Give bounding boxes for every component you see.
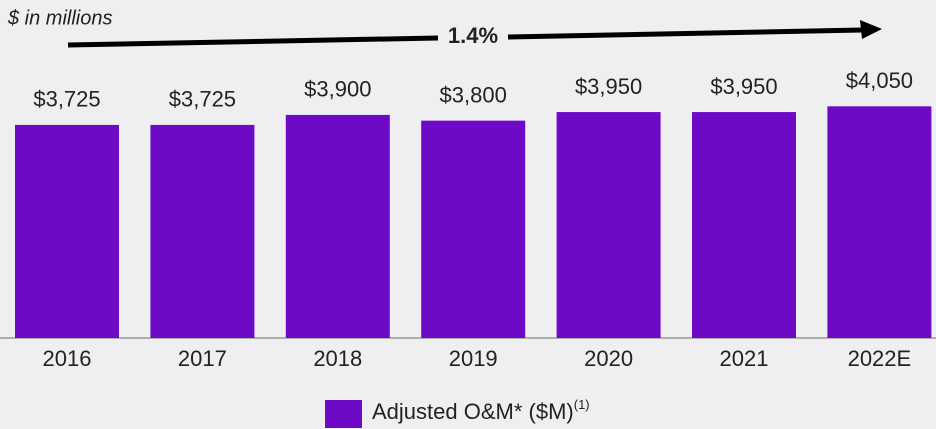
legend-text: Adjusted O&M* ($M): [372, 399, 574, 424]
x-tick-label: 2017: [178, 346, 227, 371]
value-label: $3,950: [710, 74, 777, 99]
value-label: $3,725: [169, 87, 236, 112]
legend-swatch: [325, 400, 362, 428]
bar: [556, 112, 661, 338]
bar: [827, 106, 932, 338]
annotation: 1.4%: [448, 23, 498, 48]
bar: [150, 124, 255, 339]
x-tick-label: 2021: [720, 346, 769, 371]
x-tick-label: 2018: [313, 346, 362, 371]
x-tick-label: 2022E: [848, 346, 912, 371]
legend-note: (1): [574, 397, 590, 412]
x-tick-label: 2020: [584, 346, 633, 371]
value-label: $3,950: [575, 74, 642, 99]
value-label: $4,050: [846, 68, 913, 93]
bar: [692, 112, 796, 338]
value-label: $3,900: [304, 77, 371, 102]
x-tick-label: 2019: [449, 346, 498, 371]
arrow-head: [860, 20, 882, 39]
bar: [421, 120, 526, 338]
legend-label: Adjusted O&M* ($M)(1): [372, 397, 590, 423]
bar: [15, 124, 119, 339]
value-label: $3,800: [440, 82, 507, 107]
trend-arrow: [67, 35, 439, 48]
trend-arrow: [507, 27, 863, 40]
value-label: $3,725: [33, 87, 100, 112]
bar: [285, 114, 390, 338]
subtitle: $ in millions: [7, 7, 112, 29]
x-tick-label: 2016: [43, 346, 92, 371]
